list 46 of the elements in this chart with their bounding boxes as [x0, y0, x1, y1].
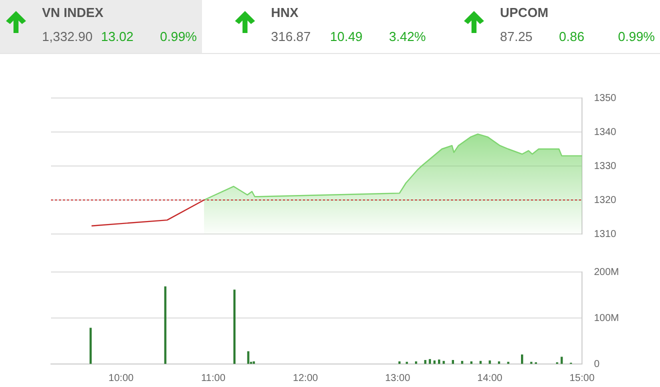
bar	[233, 290, 236, 364]
x-tick-label: 11:00	[201, 372, 226, 384]
text: 0.99%	[618, 29, 655, 44]
text: UPCOM	[500, 5, 548, 20]
bar	[398, 361, 401, 364]
bar	[414, 361, 418, 364]
text: 0.86	[559, 29, 584, 44]
bar	[252, 361, 255, 364]
bar	[428, 359, 431, 364]
text: 10.49	[330, 29, 363, 44]
bar	[90, 328, 92, 364]
x-tick-label: 15:00	[569, 372, 595, 384]
text: 316.87	[271, 29, 311, 44]
bar	[438, 360, 440, 364]
bar	[442, 360, 445, 364]
text: HNX	[271, 5, 298, 20]
bar	[470, 361, 472, 364]
text: 13.02	[101, 29, 134, 44]
bar	[488, 360, 491, 364]
bar	[164, 286, 166, 364]
bar	[247, 351, 250, 364]
bar	[424, 360, 426, 364]
bar	[560, 356, 563, 364]
y-tick-label: 1310	[594, 228, 617, 240]
text: 0.99%	[160, 29, 197, 44]
y-tick-label: 100M	[594, 312, 620, 324]
x-tick-label: 12:00	[292, 372, 318, 384]
bar	[452, 360, 454, 364]
bar	[433, 360, 436, 364]
y-tick-label: 1340	[594, 126, 617, 138]
y-tick-label: 1350	[594, 92, 617, 104]
text: 3.42%	[389, 29, 426, 44]
y-tick-label: 200M	[594, 266, 620, 278]
y-tick-label: 1330	[594, 160, 617, 172]
y-tick-label: 1320	[594, 194, 617, 206]
bar	[498, 361, 500, 364]
text: 1,332.90	[42, 29, 93, 44]
y-tick-label: 0	[594, 358, 600, 370]
x-tick-label: 10:00	[108, 372, 134, 384]
text: VN INDEX	[42, 5, 104, 20]
x-tick-label: 13:00	[385, 372, 411, 384]
text: 87.25	[500, 29, 533, 44]
x-tick-label: 14:00	[477, 372, 503, 384]
bar	[480, 360, 482, 364]
bar	[461, 360, 464, 364]
bar	[521, 354, 524, 364]
